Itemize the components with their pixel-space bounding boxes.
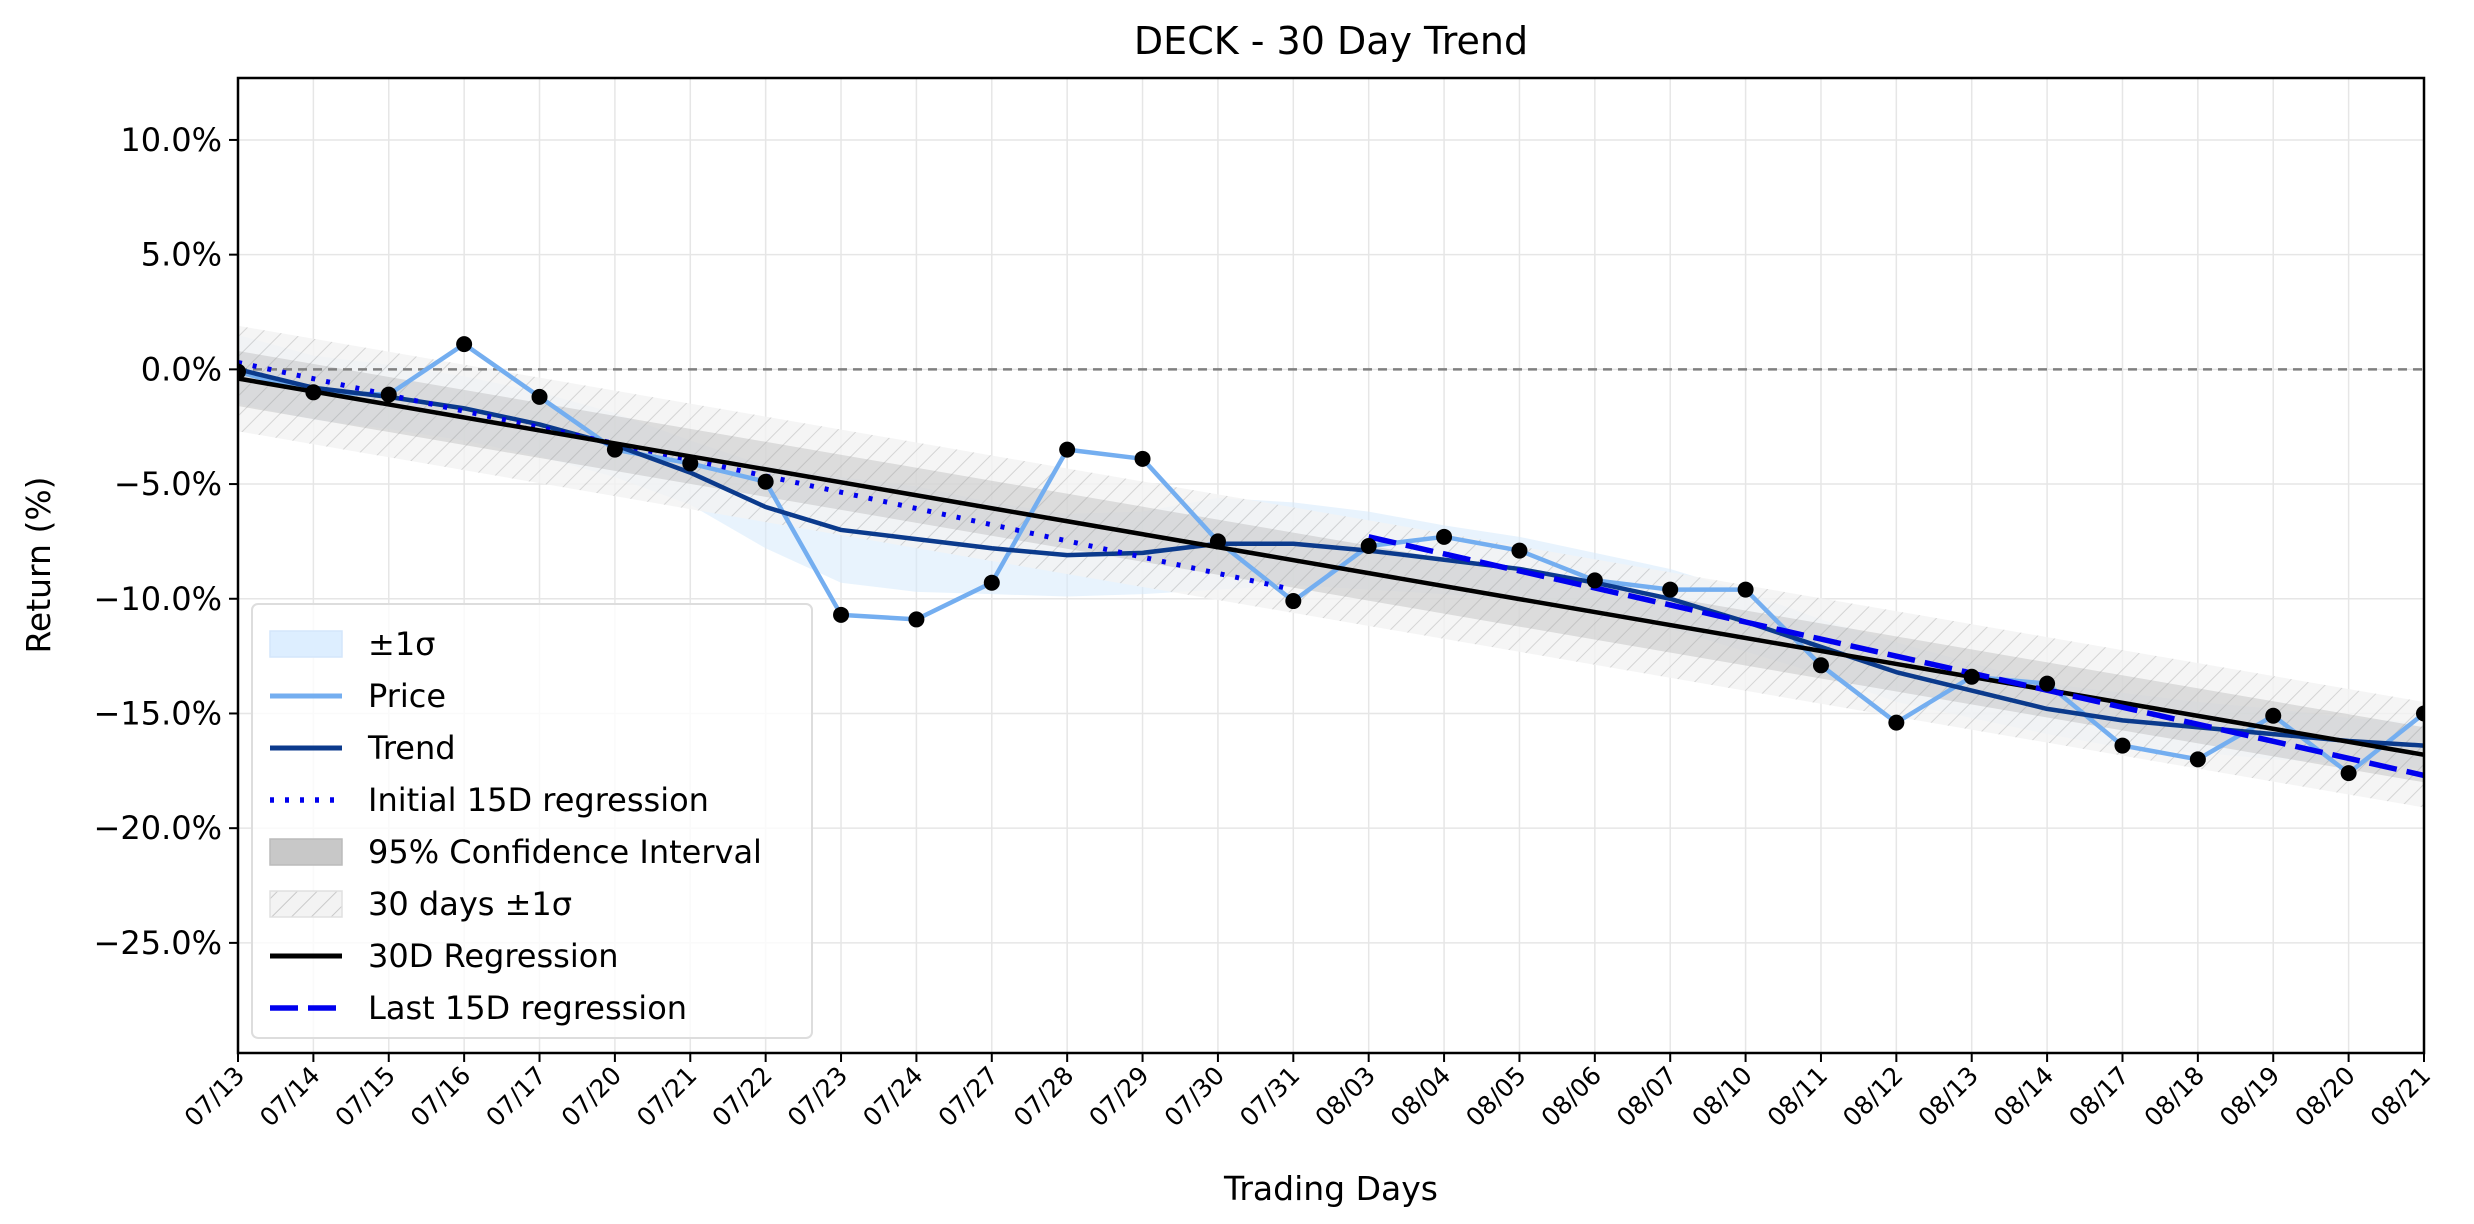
- y-tick-label: 10.0%: [120, 121, 222, 159]
- y-axis: 10.0% 5.0% 0.0% −5.0% −10.0% −15.0% −20.0% −25.…: [94, 121, 238, 962]
- legend-label: Initial 15D regression: [368, 781, 709, 819]
- legend-label: Trend: [367, 729, 456, 767]
- price-point: [456, 336, 473, 353]
- legend-item-30d-regression: 30D Regression: [270, 937, 619, 975]
- price-point: [908, 611, 925, 628]
- price-point: [2114, 737, 2131, 754]
- y-tick-label: −25.0%: [94, 924, 222, 962]
- price-point: [1963, 668, 1980, 685]
- price-point: [983, 574, 1000, 591]
- price-point: [682, 455, 699, 472]
- y-tick-label: 5.0%: [141, 236, 222, 274]
- legend-label: 30D Regression: [368, 937, 619, 975]
- price-point: [1285, 593, 1302, 610]
- legend-item-trend: Trend: [270, 729, 456, 767]
- legend-swatch: [269, 890, 343, 918]
- x-axis-label: Trading Days: [1223, 1169, 1438, 1208]
- legend-item-30-days-1: 30 days ±1σ: [269, 885, 572, 923]
- price-point: [380, 386, 397, 403]
- price-point: [2340, 765, 2357, 782]
- y-axis-label: Return (%): [19, 476, 58, 653]
- chart-title: DECK - 30 Day Trend: [1134, 19, 1528, 63]
- price-point: [833, 606, 850, 623]
- y-tick-label: −20.0%: [94, 809, 222, 847]
- price-point: [1586, 572, 1603, 589]
- price-point: [1511, 542, 1528, 559]
- y-tick-label: −5.0%: [114, 465, 222, 503]
- legend-item-initial-15d-regression: Initial 15D regression: [270, 781, 709, 819]
- legend-label: Price: [368, 677, 446, 715]
- series-last-15d-regression: [1368, 534, 2424, 779]
- legend-label: ±1σ: [368, 625, 435, 663]
- price-point: [305, 384, 322, 401]
- plot-area: [238, 325, 2424, 808]
- price-point: [1360, 538, 1377, 554]
- price-point: [757, 473, 774, 490]
- price-point: [531, 388, 548, 405]
- legend-swatch: [269, 838, 343, 866]
- price-point: [2416, 705, 2424, 722]
- price-point: [1662, 581, 1679, 598]
- legend: ±1σ Price Trend Initial 15D regression 95% C…: [251, 603, 813, 1039]
- price-point: [2039, 675, 2056, 692]
- legend-item-95-confidence-interval: 95% Confidence Interval: [269, 833, 762, 871]
- legend-item-price: Price: [270, 677, 446, 715]
- price-point: [1436, 528, 1453, 545]
- legend-label: 95% Confidence Interval: [368, 833, 762, 871]
- legend-label: 30 days ±1σ: [368, 885, 572, 923]
- legend-item-last-15d-regression: Last 15D regression: [270, 989, 687, 1027]
- legend-box: [251, 603, 813, 1039]
- price-point: [1812, 657, 1829, 674]
- price-point: [2265, 707, 2282, 724]
- price-point: [606, 441, 623, 458]
- price-point: [2189, 751, 2206, 768]
- price-point: [1888, 714, 1905, 731]
- legend-swatch: [269, 630, 343, 658]
- price-point: [1737, 581, 1754, 598]
- y-tick-label: −15.0%: [94, 694, 222, 732]
- legend-item-1: ±1σ: [269, 625, 435, 663]
- price-point: [1059, 441, 1076, 458]
- price-point: [1209, 533, 1226, 550]
- price-point: [238, 363, 246, 380]
- price-point: [1134, 450, 1151, 467]
- y-tick-label: 0.0%: [141, 350, 222, 388]
- y-tick-label: −10.0%: [94, 580, 222, 618]
- plot-frame: [236, 76, 2426, 1055]
- legend-label: Last 15D regression: [368, 989, 687, 1027]
